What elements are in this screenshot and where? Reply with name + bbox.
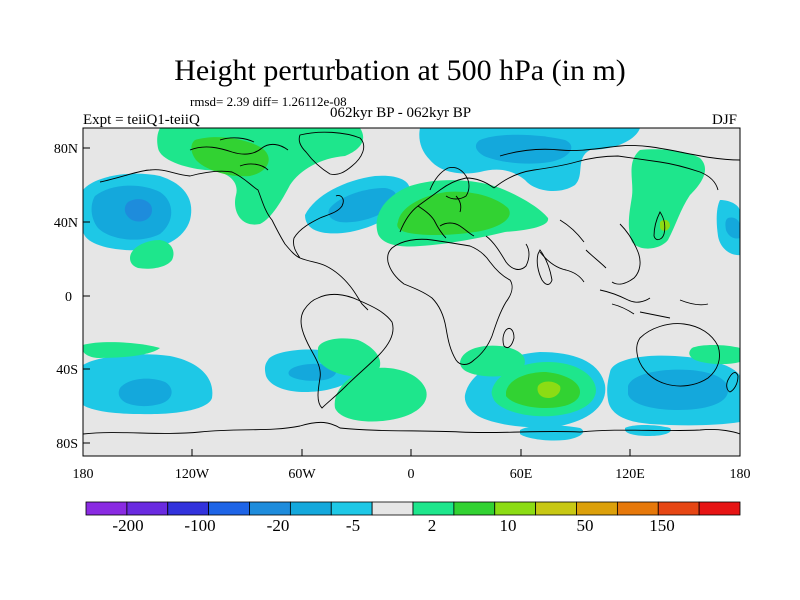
colorbar-label-150: 150 [649, 516, 675, 535]
colorbar-swatch [453, 501, 496, 516]
colorbar-label-minus200: -200 [112, 516, 143, 535]
coastline-north-america [99, 169, 369, 311]
lon-label-60e: 60E [510, 467, 533, 482]
lat-label-80s: 80S [56, 437, 78, 452]
contour-antarctic-edge [520, 425, 584, 441]
contour-south-pacific-green [83, 342, 160, 358]
lon-label-180e: 180 [730, 467, 751, 482]
coastline-siberia-arctic [499, 145, 740, 161]
lon-label-180w: 180 [73, 467, 94, 482]
coastline-africa [387, 238, 513, 365]
contour-pacific-east-edge-mid [725, 217, 740, 239]
colorbar [85, 501, 741, 516]
colorbar-swatch [535, 501, 577, 516]
colorbar-label-minus20: -20 [267, 516, 290, 535]
lon-label-0: 0 [408, 467, 415, 482]
colorbar-swatch [494, 501, 537, 516]
axis-ticks [82, 147, 741, 456]
colorbar-labels: -200 -100 -20 -5 2 10 50 150 [112, 516, 674, 535]
period-label: 062kyr BP - 062kyr BP [330, 105, 472, 121]
experiment-label: Expt = teiiQ1-teiiQ [83, 112, 200, 128]
coastline-madagascar [502, 327, 515, 349]
lon-label-120w: 120W [175, 467, 210, 482]
coastline-arabia-india [485, 235, 553, 285]
contour-north-pacific-core [124, 199, 152, 222]
contour-fills [83, 128, 740, 441]
coastline-scandinavia [429, 167, 470, 200]
colorbar-swatch [657, 501, 700, 516]
coastline-japan [653, 211, 666, 241]
contour-south-australia-mid [628, 369, 729, 410]
stats-label: rmsd= 2.39 diff= 1.26112e-08 [190, 94, 347, 109]
contour-south-atlantic-green [334, 367, 427, 422]
colorbar-swatch [126, 501, 169, 516]
coastline-new-zealand [726, 372, 739, 393]
contour-south-indian-core [537, 381, 561, 398]
contour-europe-bright [397, 191, 510, 235]
colorbar-label-minus5: -5 [346, 516, 360, 535]
lat-label-0: 0 [65, 290, 72, 305]
season-label: DJF [712, 112, 738, 128]
colorbar-label-2: 2 [428, 516, 437, 535]
colorbar-label-50: 50 [577, 516, 594, 535]
contour-south-america-mid [288, 363, 337, 381]
lat-label-40s: 40S [56, 363, 78, 378]
colorbar-swatch [208, 501, 250, 516]
colorbar-swatch [698, 501, 741, 516]
coastline-maritime-continent [599, 289, 709, 319]
colorbar-swatch [412, 501, 455, 516]
lat-label-40n: 40N [54, 216, 78, 231]
colorbar-label-minus100: -100 [184, 516, 215, 535]
colorbar-swatch [249, 501, 291, 516]
coastline-antarctica [83, 421, 740, 435]
colorbar-label-10: 10 [500, 516, 517, 535]
coastline-australia [636, 323, 720, 387]
coastline-greenland [298, 131, 365, 175]
lat-label-80n: 80N [54, 142, 78, 157]
contour-sw-atlantic-green [318, 338, 381, 377]
coastline-south-america [300, 293, 394, 409]
lon-label-60w: 60W [288, 467, 316, 482]
contour-east-asia-green [628, 149, 706, 249]
contour-indian-subtropical-green [460, 345, 525, 377]
coastlines [83, 131, 740, 435]
colorbar-swatch [371, 501, 414, 516]
coastline-canadian-arctic [189, 137, 289, 171]
plot-title: Height perturbation at 500 hPa (in m) [174, 54, 626, 87]
contour-south-pacific-mid [118, 378, 172, 407]
colorbar-swatch [167, 501, 210, 516]
contour-south-australia-green [689, 345, 740, 365]
colorbar-swatch [85, 501, 128, 516]
colorbar-swatch [576, 501, 618, 516]
colorbar-swatch [616, 501, 659, 516]
contour-arctic-siberia-mid [475, 134, 572, 164]
colorbar-swatch [289, 501, 332, 516]
contour-central-pacific-positive [130, 240, 174, 269]
coastline-asia [493, 155, 719, 285]
lon-label-120e: 120E [615, 467, 645, 482]
colorbar-swatch [330, 501, 373, 516]
coastline-europe [399, 177, 495, 239]
